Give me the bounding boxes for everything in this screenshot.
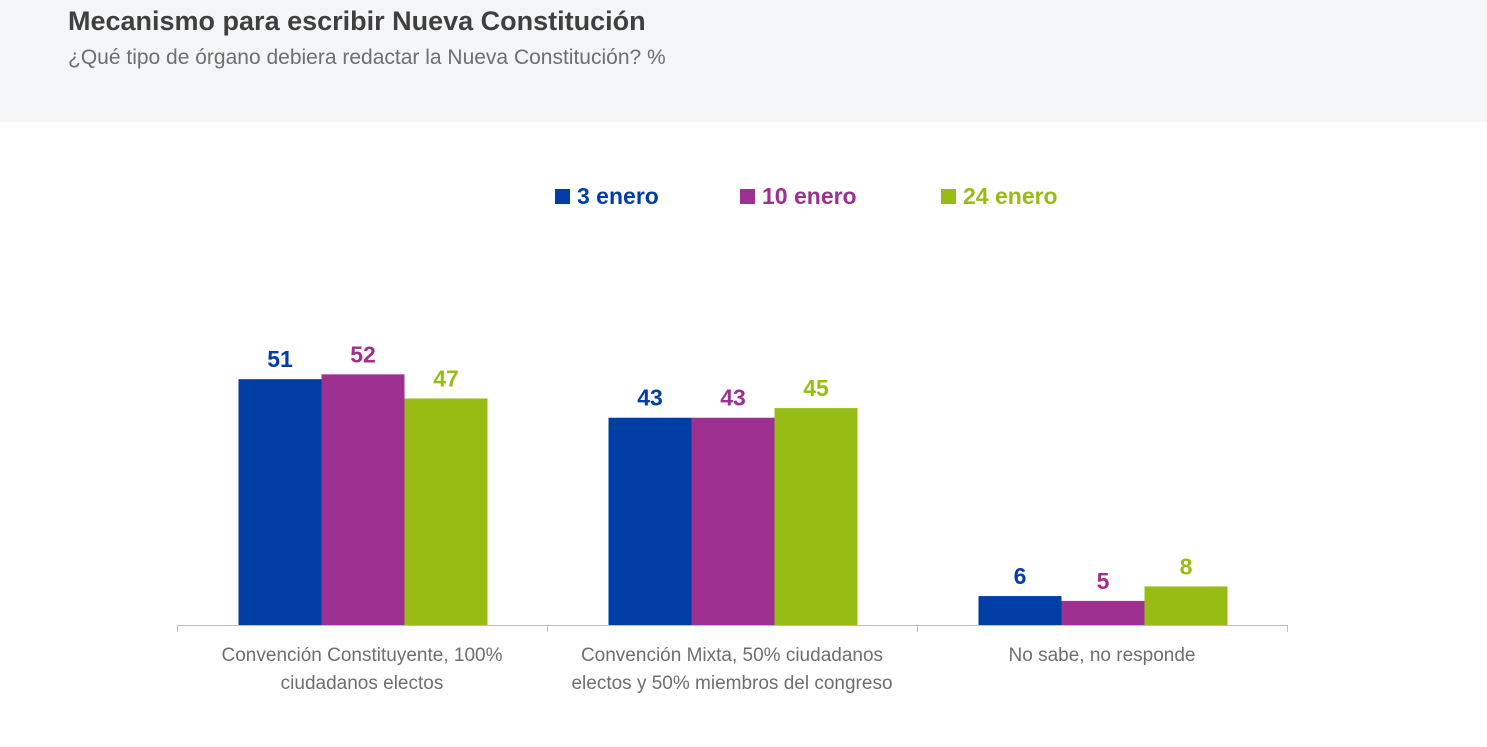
data-label: 47 [433, 365, 459, 391]
legend-swatch-10-enero [740, 189, 755, 204]
bar-10-enero-2 [1061, 600, 1145, 625]
bar-3-enero-1 [608, 417, 692, 625]
data-label: 43 [720, 385, 746, 411]
category-label: No sabe, no responde [1009, 645, 1196, 666]
chart-title: Mecanismo para escribir Nueva Constituci… [68, 6, 646, 36]
category-label: Convención Mixta, 50% ciudadanos [581, 645, 883, 666]
bar-10-enero-0 [321, 374, 405, 625]
legend-item-10-enero: 10 enero [740, 183, 857, 210]
legend-swatch-24-enero [941, 189, 956, 204]
legend-label-3-enero: 3 enero [577, 183, 659, 209]
legend-item-3-enero: 3 enero [555, 183, 659, 210]
bar-3-enero-0 [238, 379, 322, 625]
header-panel: Mecanismo para escribir Nueva Constituci… [0, 0, 1487, 122]
data-label: 43 [637, 385, 663, 411]
data-label: 51 [267, 346, 293, 372]
legend-swatch-3-enero [555, 189, 570, 204]
data-label: 45 [803, 375, 829, 401]
data-label: 8 [1180, 553, 1193, 579]
category-label: electos y 50% miembros del congreso [571, 673, 892, 694]
data-label: 5 [1097, 568, 1110, 594]
chart-subtitle: ¿Qué tipo de órgano debiera redactar la … [68, 46, 666, 69]
legend-item-24-enero: 24 enero [941, 183, 1058, 210]
bar-24-enero-2 [1144, 586, 1228, 625]
legend-label-10-enero: 10 enero [762, 183, 857, 209]
legend-label-24-enero: 24 enero [963, 183, 1058, 209]
bar-24-enero-1 [774, 408, 858, 625]
category-label: Convención Constituyente, 100% [222, 645, 503, 666]
data-label: 52 [350, 341, 376, 367]
bar-3-enero-2 [978, 596, 1062, 625]
bar-10-enero-1 [691, 417, 775, 625]
category-label: ciudadanos electos [281, 673, 444, 694]
bar-24-enero-0 [404, 398, 488, 625]
data-label: 6 [1014, 563, 1027, 589]
